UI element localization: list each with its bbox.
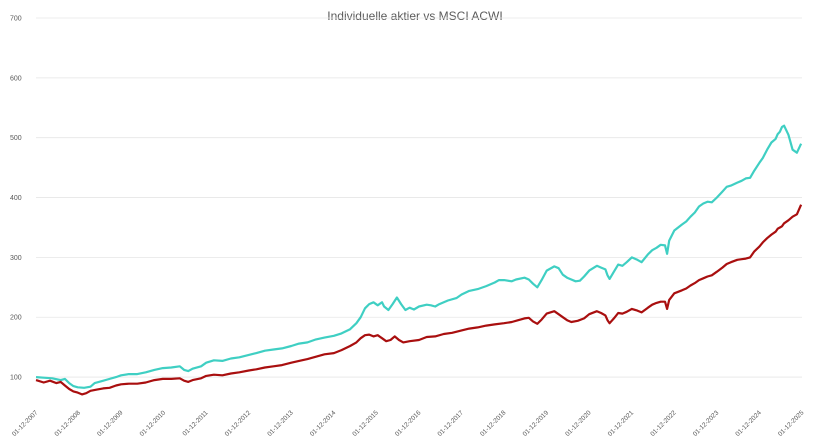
x-axis-tick-labels: 01-12-2007 01-12-2008 01-12-2009 01-12-2010… <box>11 409 806 438</box>
x-tick-label: 01-12-2018 <box>479 409 508 438</box>
x-tick-label: 01-12-2010 <box>139 409 168 438</box>
y-tick-label: 400 <box>10 195 22 202</box>
x-tick-label: 01-12-2012 <box>224 409 253 438</box>
x-tick-label: 01-12-2023 <box>692 409 721 438</box>
gridlines <box>36 17 802 378</box>
x-tick-label: 01-12-2011 <box>182 409 210 437</box>
series-line-2 <box>35 204 803 396</box>
x-tick-label: 01-12-2024 <box>734 409 763 438</box>
y-tick-label: 700 <box>10 16 22 23</box>
series-lines <box>35 124 803 396</box>
x-tick-label: 01-12-2019 <box>522 409 551 438</box>
y-tick-label: 200 <box>10 315 22 322</box>
x-tick-label: 01-12-2008 <box>54 409 83 438</box>
x-tick-label: 01-12-2022 <box>649 409 678 438</box>
x-tick-label: 01-12-2016 <box>394 409 423 438</box>
y-axis-tick-labels: 100 200 300 400 500 600 700 <box>10 16 22 382</box>
x-tick-label: 01-12-2009 <box>96 409 125 438</box>
x-tick-label: 01-12-2021 <box>607 409 636 438</box>
y-tick-label: 300 <box>10 255 22 262</box>
x-tick-label: 01-12-2017 <box>437 409 466 438</box>
x-tick-label: 01-12-2014 <box>309 409 338 438</box>
y-tick-label: 600 <box>10 75 22 82</box>
y-tick-label: 100 <box>10 375 22 382</box>
x-tick-label: 01-12-2015 <box>351 409 380 438</box>
x-tick-label: 01-12-2007 <box>11 409 40 438</box>
chart-title: Individuelle aktier vs MSCI ACWI <box>327 9 502 23</box>
y-tick-label: 500 <box>10 135 22 142</box>
x-tick-label: 01-12-2013 <box>266 409 295 438</box>
x-tick-label: 01-12-2020 <box>564 409 593 438</box>
series-line-1 <box>35 124 803 389</box>
x-tick-label: 01-12-2025 <box>777 409 806 438</box>
